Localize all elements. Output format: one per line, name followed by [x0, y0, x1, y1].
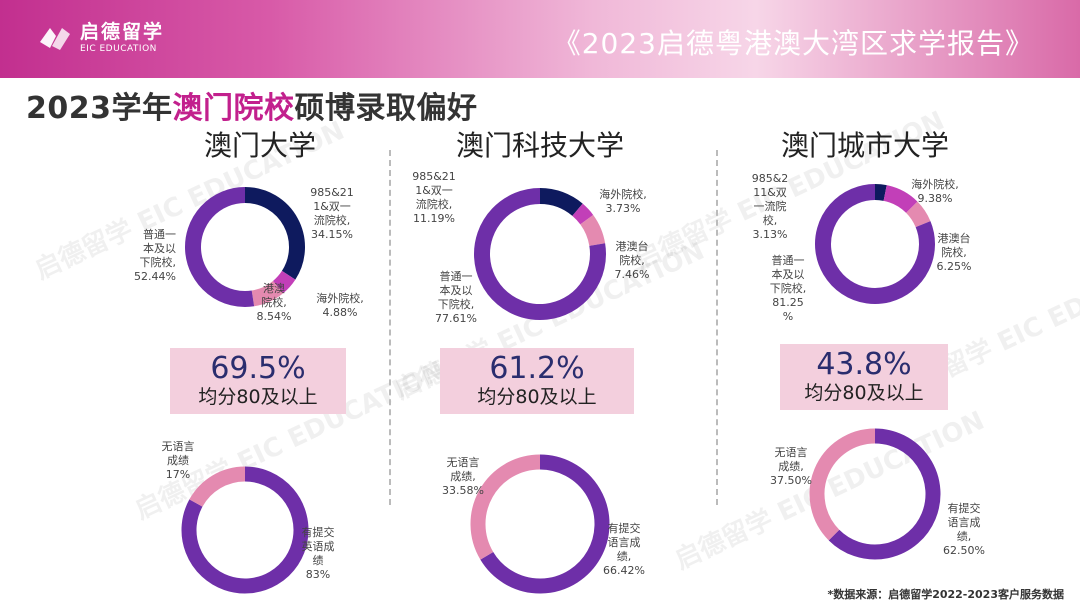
slice-label: 港澳台 院校, 7.46%: [614, 240, 650, 281]
slice-label: 无语言 成绩 17%: [161, 440, 195, 481]
stat-value: 43.8%: [816, 347, 912, 382]
university-title: 澳门科技大学: [455, 129, 624, 162]
slice-label: 普通一 本及以 下院校, 52.44%: [134, 228, 176, 283]
donut-slice: [874, 184, 887, 201]
stat-box: 69.5% 均分80及以上: [170, 348, 346, 414]
logo-cn-text: 启德留学: [80, 20, 165, 43]
university-title: 澳门大学: [203, 129, 316, 162]
donut-slice: [244, 187, 305, 280]
slice-label: 海外院校, 9.38%: [911, 178, 959, 205]
column-divider: [716, 150, 718, 505]
slice-label: 985&2 11&双 一流院 校, 3.13%: [751, 172, 789, 241]
donut-slice: [272, 270, 296, 294]
logo: 启德留学 EIC EDUCATION: [36, 22, 164, 54]
slice-label: 海外院校, 3.73%: [599, 188, 647, 215]
donut-slice: [815, 184, 935, 304]
donut-slice: [189, 466, 246, 507]
stat-value: 69.5%: [210, 351, 306, 386]
slice-label: 港澳 院校, 8.54%: [256, 282, 292, 323]
slice-label: 有提交 语言成 绩, 62.50%: [943, 502, 985, 557]
donut-slice: [883, 185, 918, 214]
page-title-suffix: 硕博录取偏好: [294, 91, 478, 126]
donut-slice: [480, 454, 610, 594]
page-title-highlight: 澳门院校: [172, 91, 295, 126]
donut-slice: [474, 188, 606, 320]
eic-logo-icon: [40, 28, 70, 50]
stat-label: 均分80及以上: [198, 386, 318, 408]
donut-slice: [809, 428, 876, 541]
slice-label: 有提交 英语成 绩 83%: [301, 526, 335, 581]
slice-label: 无语言 成绩, 37.50%: [770, 446, 812, 487]
donut-slice: [580, 214, 606, 247]
donut-slice: [185, 187, 255, 307]
slice-label: 985&21 1&双一 流院校, 11.19%: [412, 170, 456, 225]
stat-value: 61.2%: [489, 351, 585, 386]
stat-label: 均分80及以上: [477, 386, 597, 408]
slice-label: 普通一 本及以 下院校, 81.25 %: [769, 254, 807, 323]
university-title: 澳门城市大学: [780, 129, 949, 162]
slice-label: 港澳台 院校, 6.25%: [936, 232, 972, 273]
stat-box: 61.2% 均分80及以上: [440, 348, 634, 414]
column-divider: [389, 150, 391, 505]
slice-label: 无语言 成绩, 33.58%: [442, 456, 484, 497]
donut-slice: [181, 466, 309, 594]
donut-slice: [251, 280, 284, 307]
source-note: *数据来源：启德留学2022-2023客户服务数据: [827, 588, 1064, 601]
stat-label: 均分80及以上: [804, 382, 924, 404]
report-title: 《2023启德粤港澳大湾区求学报告》: [552, 27, 1034, 60]
slice-label: 985&21 1&双一 流院校, 34.15%: [310, 186, 354, 241]
page-title: 2023学年澳门院校硕博录取偏好: [26, 83, 478, 127]
slice-label: 海外院校, 4.88%: [316, 292, 364, 319]
donut-slice: [539, 188, 583, 217]
donut-slice: [470, 454, 541, 560]
slice-label: 有提交 语言成 绩, 66.42%: [603, 522, 645, 577]
donut-slice: [572, 203, 594, 225]
slice-label: 普通一 本及以 下院校, 77.61%: [435, 270, 477, 325]
donut-slice: [828, 428, 941, 560]
logo-en-text: EIC EDUCATION: [80, 43, 157, 54]
donut-slice: [905, 201, 931, 228]
stat-box: 43.8% 均分80及以上: [780, 344, 948, 410]
page-title-prefix: 2023学年: [26, 91, 173, 126]
header-banner: 启德留学 EIC EDUCATION 《2023启德粤港澳大湾区求学报告》: [0, 0, 1080, 78]
